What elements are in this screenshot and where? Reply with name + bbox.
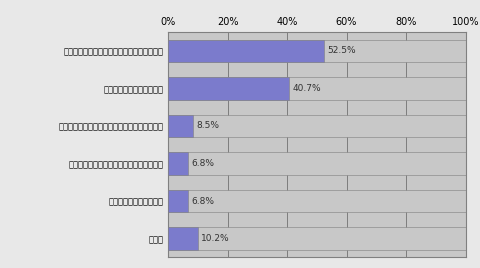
- Bar: [168, 152, 188, 175]
- Bar: [168, 227, 198, 250]
- Text: 6.8%: 6.8%: [191, 196, 214, 206]
- Bar: [168, 77, 466, 100]
- Bar: [168, 40, 466, 62]
- Bar: [168, 227, 466, 250]
- Bar: [168, 152, 466, 175]
- Bar: [168, 77, 289, 100]
- Text: 40.7%: 40.7%: [292, 84, 321, 93]
- Bar: [168, 190, 466, 212]
- Text: 8.5%: 8.5%: [196, 121, 219, 131]
- Text: 10.2%: 10.2%: [201, 234, 230, 243]
- Bar: [168, 40, 324, 62]
- Text: 52.5%: 52.5%: [327, 46, 356, 55]
- Bar: [168, 115, 466, 137]
- Bar: [168, 115, 193, 137]
- Text: 6.8%: 6.8%: [191, 159, 214, 168]
- Bar: [168, 190, 188, 212]
